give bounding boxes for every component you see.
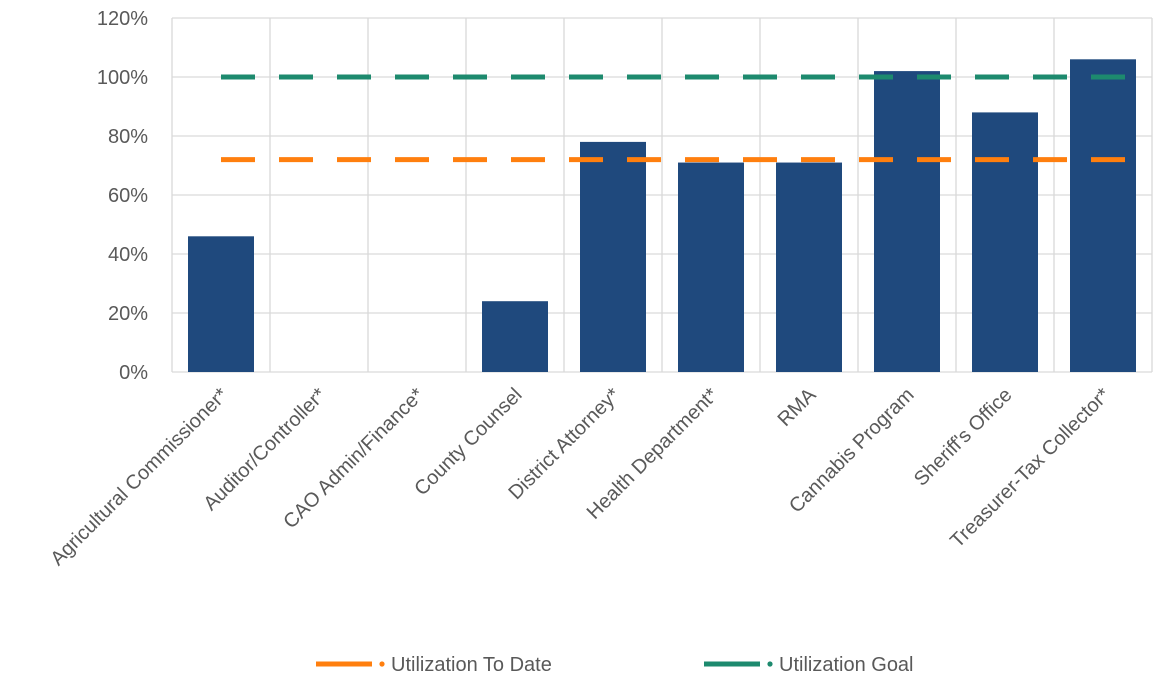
y-tick-label: 60% <box>108 185 148 207</box>
bar <box>580 141 646 372</box>
y-axis-ticks: 0% 20% 40% 60% 80% 100% 120% <box>97 8 148 384</box>
y-tick-label: 20% <box>108 303 148 325</box>
x-tick-label: Agricultural Commissioner* <box>46 384 232 570</box>
bar <box>188 236 254 372</box>
bar <box>972 112 1038 373</box>
legend-label: Utilization To Date <box>391 654 552 676</box>
x-axis-labels: Agricultural Commissioner*Auditor/Contro… <box>46 384 1114 571</box>
y-tick-label: 80% <box>108 126 148 148</box>
x-tick-label: Treasurer-Tax Collector* <box>946 384 1114 552</box>
x-tick-label: RMA <box>774 384 821 431</box>
bar <box>776 162 842 372</box>
bar <box>482 301 548 372</box>
bars <box>188 59 1136 373</box>
bar <box>678 162 744 372</box>
y-tick-label: 100% <box>97 67 148 89</box>
bar <box>1070 59 1136 373</box>
y-tick-label: 40% <box>108 244 148 266</box>
reference-lines <box>221 74 1133 163</box>
x-tick-label: Sheriff's Office <box>910 384 1017 491</box>
legend-label: Utilization Goal <box>779 654 914 676</box>
bar <box>874 71 940 372</box>
legend-marker <box>767 661 773 667</box>
y-tick-label: 120% <box>97 8 148 30</box>
legend: Utilization To Date Utilization Goal <box>316 654 914 676</box>
y-tick-label: 0% <box>119 362 148 384</box>
legend-marker <box>379 661 385 667</box>
